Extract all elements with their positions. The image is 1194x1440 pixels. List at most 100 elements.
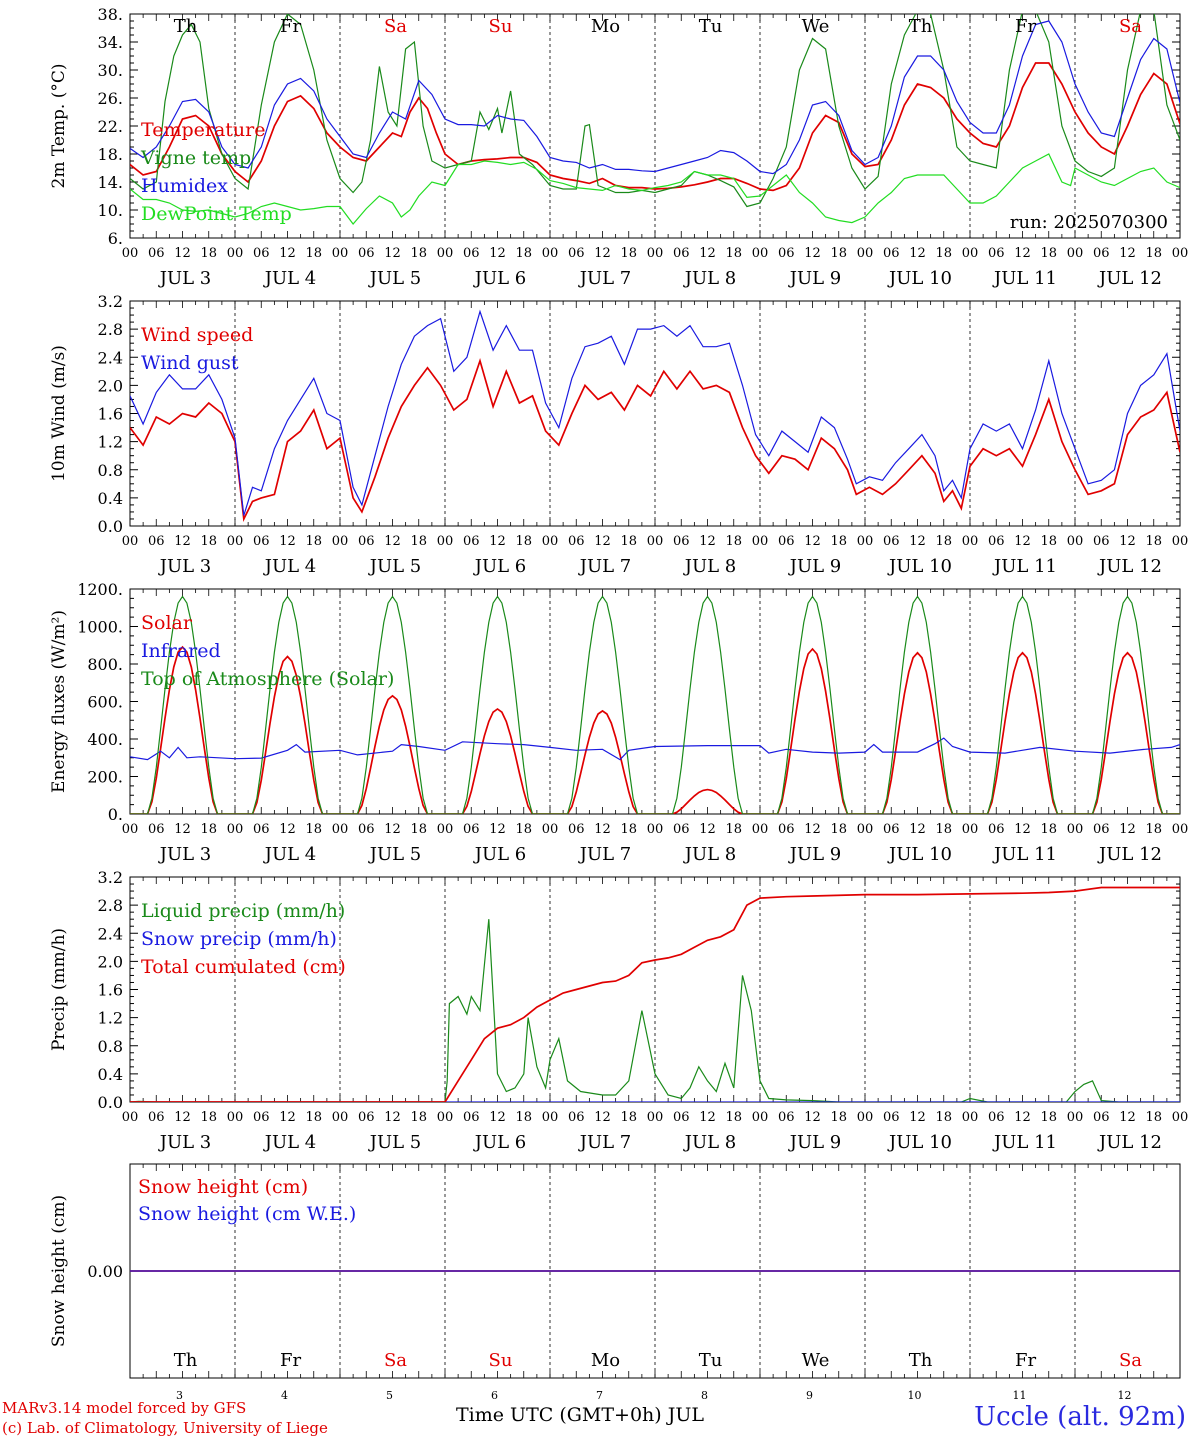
hour-tick-label: 00 — [542, 1110, 559, 1125]
hour-tick-label: 12 — [174, 246, 191, 261]
y-tick-label: 2.4 — [98, 924, 123, 943]
date-label: JUL 5 — [368, 844, 422, 865]
hour-tick-label: 18 — [620, 246, 637, 261]
hour-tick-label: 12 — [1119, 246, 1136, 261]
hour-tick-label: 18 — [200, 246, 217, 261]
hour-tick-label: 06 — [673, 822, 690, 837]
series-line-top-of-atmosphere-solar- — [130, 595, 1180, 814]
hour-tick-label: 06 — [148, 534, 165, 549]
series-line-liquid-precip-mm-h- — [130, 919, 1180, 1102]
hour-tick-label: 06 — [673, 1110, 690, 1125]
y-tick-label: 2.0 — [98, 952, 123, 971]
date-label: JUL 11 — [992, 268, 1057, 289]
hour-tick-label: 00 — [962, 246, 979, 261]
hour-tick-label: 12 — [384, 1110, 401, 1125]
hour-tick-label: 06 — [1093, 534, 1110, 549]
hour-tick-label: 12 — [1014, 246, 1031, 261]
hour-tick-label: 06 — [1093, 246, 1110, 261]
hour-tick-label: 06 — [148, 1110, 165, 1125]
day-number-label: 6 — [491, 1389, 498, 1402]
hour-tick-label: 06 — [883, 246, 900, 261]
day-number-label: 12 — [1118, 1389, 1132, 1402]
legend-snow-precip-mm-h-: Snow precip (mm/h) — [141, 928, 337, 950]
hour-tick-label: 12 — [489, 822, 506, 837]
hour-tick-label: 12 — [174, 822, 191, 837]
y-tick-label: 0.8 — [98, 1037, 123, 1056]
y-tick-label: 14. — [98, 173, 123, 192]
panel-temperature — [129, 13, 1181, 239]
y-tick-label: 2.8 — [98, 896, 123, 915]
model-credit: MARv3.14 model forced by GFS — [2, 1399, 247, 1417]
hour-tick-label: 18 — [1145, 246, 1162, 261]
legend-humidex: Humidex — [141, 175, 228, 197]
hour-tick-label: 18 — [1145, 822, 1162, 837]
hour-tick-label: 00 — [752, 534, 769, 549]
weekday-label: Fr — [280, 16, 301, 37]
hour-tick-label: 06 — [988, 1110, 1005, 1125]
hour-tick-label: 06 — [148, 822, 165, 837]
hour-tick-label: 12 — [489, 1110, 506, 1125]
weekday-label: Mo — [591, 16, 620, 37]
day-number-label: 9 — [806, 1389, 813, 1402]
hour-tick-label: 06 — [778, 534, 795, 549]
day-number-label: 3 — [176, 1389, 183, 1402]
hour-tick-label: 00 — [122, 1110, 139, 1125]
legend-wind-speed: Wind speed — [141, 324, 253, 346]
hour-tick-label: 00 — [857, 246, 874, 261]
hour-tick-label: 06 — [673, 246, 690, 261]
y-tick-label: 1000. — [77, 618, 123, 637]
hour-tick-label: 06 — [253, 822, 270, 837]
y-tick-label: 26. — [98, 89, 123, 108]
legend-top-of-atmosphere-solar-: Top of Atmosphere (Solar) — [141, 668, 394, 690]
y-axis-label: 2m Temp. (°C) — [49, 63, 69, 188]
weekday-label: Su — [489, 1350, 513, 1371]
date-label: JUL 6 — [473, 1132, 527, 1153]
hour-tick-label: 06 — [778, 822, 795, 837]
hour-tick-label: 06 — [463, 534, 480, 549]
date-label: JUL 12 — [1097, 556, 1162, 577]
hour-tick-label: 00 — [1172, 534, 1189, 549]
hour-tick-label: 18 — [200, 1110, 217, 1125]
hour-tick-label: 12 — [909, 1110, 926, 1125]
hour-tick-label: 00 — [857, 534, 874, 549]
date-label: JUL 8 — [683, 556, 737, 577]
y-tick-label: 10. — [98, 201, 123, 220]
date-label: JUL 7 — [578, 268, 632, 289]
hour-tick-label: 18 — [725, 246, 742, 261]
hour-tick-label: 00 — [437, 534, 454, 549]
hour-tick-label: 18 — [410, 534, 427, 549]
hour-tick-label: 18 — [410, 246, 427, 261]
hour-tick-label: 06 — [148, 246, 165, 261]
date-label: JUL 3 — [158, 268, 212, 289]
hour-tick-label: 00 — [332, 246, 349, 261]
hour-tick-label: 00 — [1172, 822, 1189, 837]
date-label: JUL 11 — [992, 844, 1057, 865]
hour-tick-label: 12 — [1119, 1110, 1136, 1125]
hour-tick-label: 18 — [1145, 1110, 1162, 1125]
weekday-label: Sa — [1119, 16, 1142, 37]
hour-tick-label: 06 — [253, 246, 270, 261]
hour-tick-label: 18 — [620, 1110, 637, 1125]
y-tick-label: 0. — [108, 805, 123, 824]
hour-tick-label: 06 — [253, 534, 270, 549]
date-label: JUL 11 — [992, 556, 1057, 577]
legend-solar: Solar — [141, 612, 193, 634]
hour-tick-label: 18 — [1040, 822, 1057, 837]
hour-tick-label: 06 — [883, 534, 900, 549]
hour-tick-label: 12 — [804, 534, 821, 549]
hour-tick-label: 18 — [515, 246, 532, 261]
date-label: JUL 9 — [788, 268, 842, 289]
hour-tick-label: 12 — [1014, 822, 1031, 837]
hour-tick-label: 00 — [962, 534, 979, 549]
y-tick-label: 0.00 — [87, 1262, 123, 1281]
weekday-label: Fr — [1015, 1350, 1036, 1371]
hour-tick-label: 12 — [804, 246, 821, 261]
weekday-label: We — [802, 1350, 830, 1371]
y-axis-label: Precip (mm/h) — [49, 928, 69, 1051]
y-tick-label: 1200. — [77, 580, 123, 599]
hour-tick-label: 00 — [1067, 246, 1084, 261]
date-label: JUL 6 — [473, 268, 527, 289]
hour-tick-label: 12 — [594, 534, 611, 549]
date-label: JUL 10 — [887, 556, 952, 577]
hour-tick-label: 18 — [515, 534, 532, 549]
